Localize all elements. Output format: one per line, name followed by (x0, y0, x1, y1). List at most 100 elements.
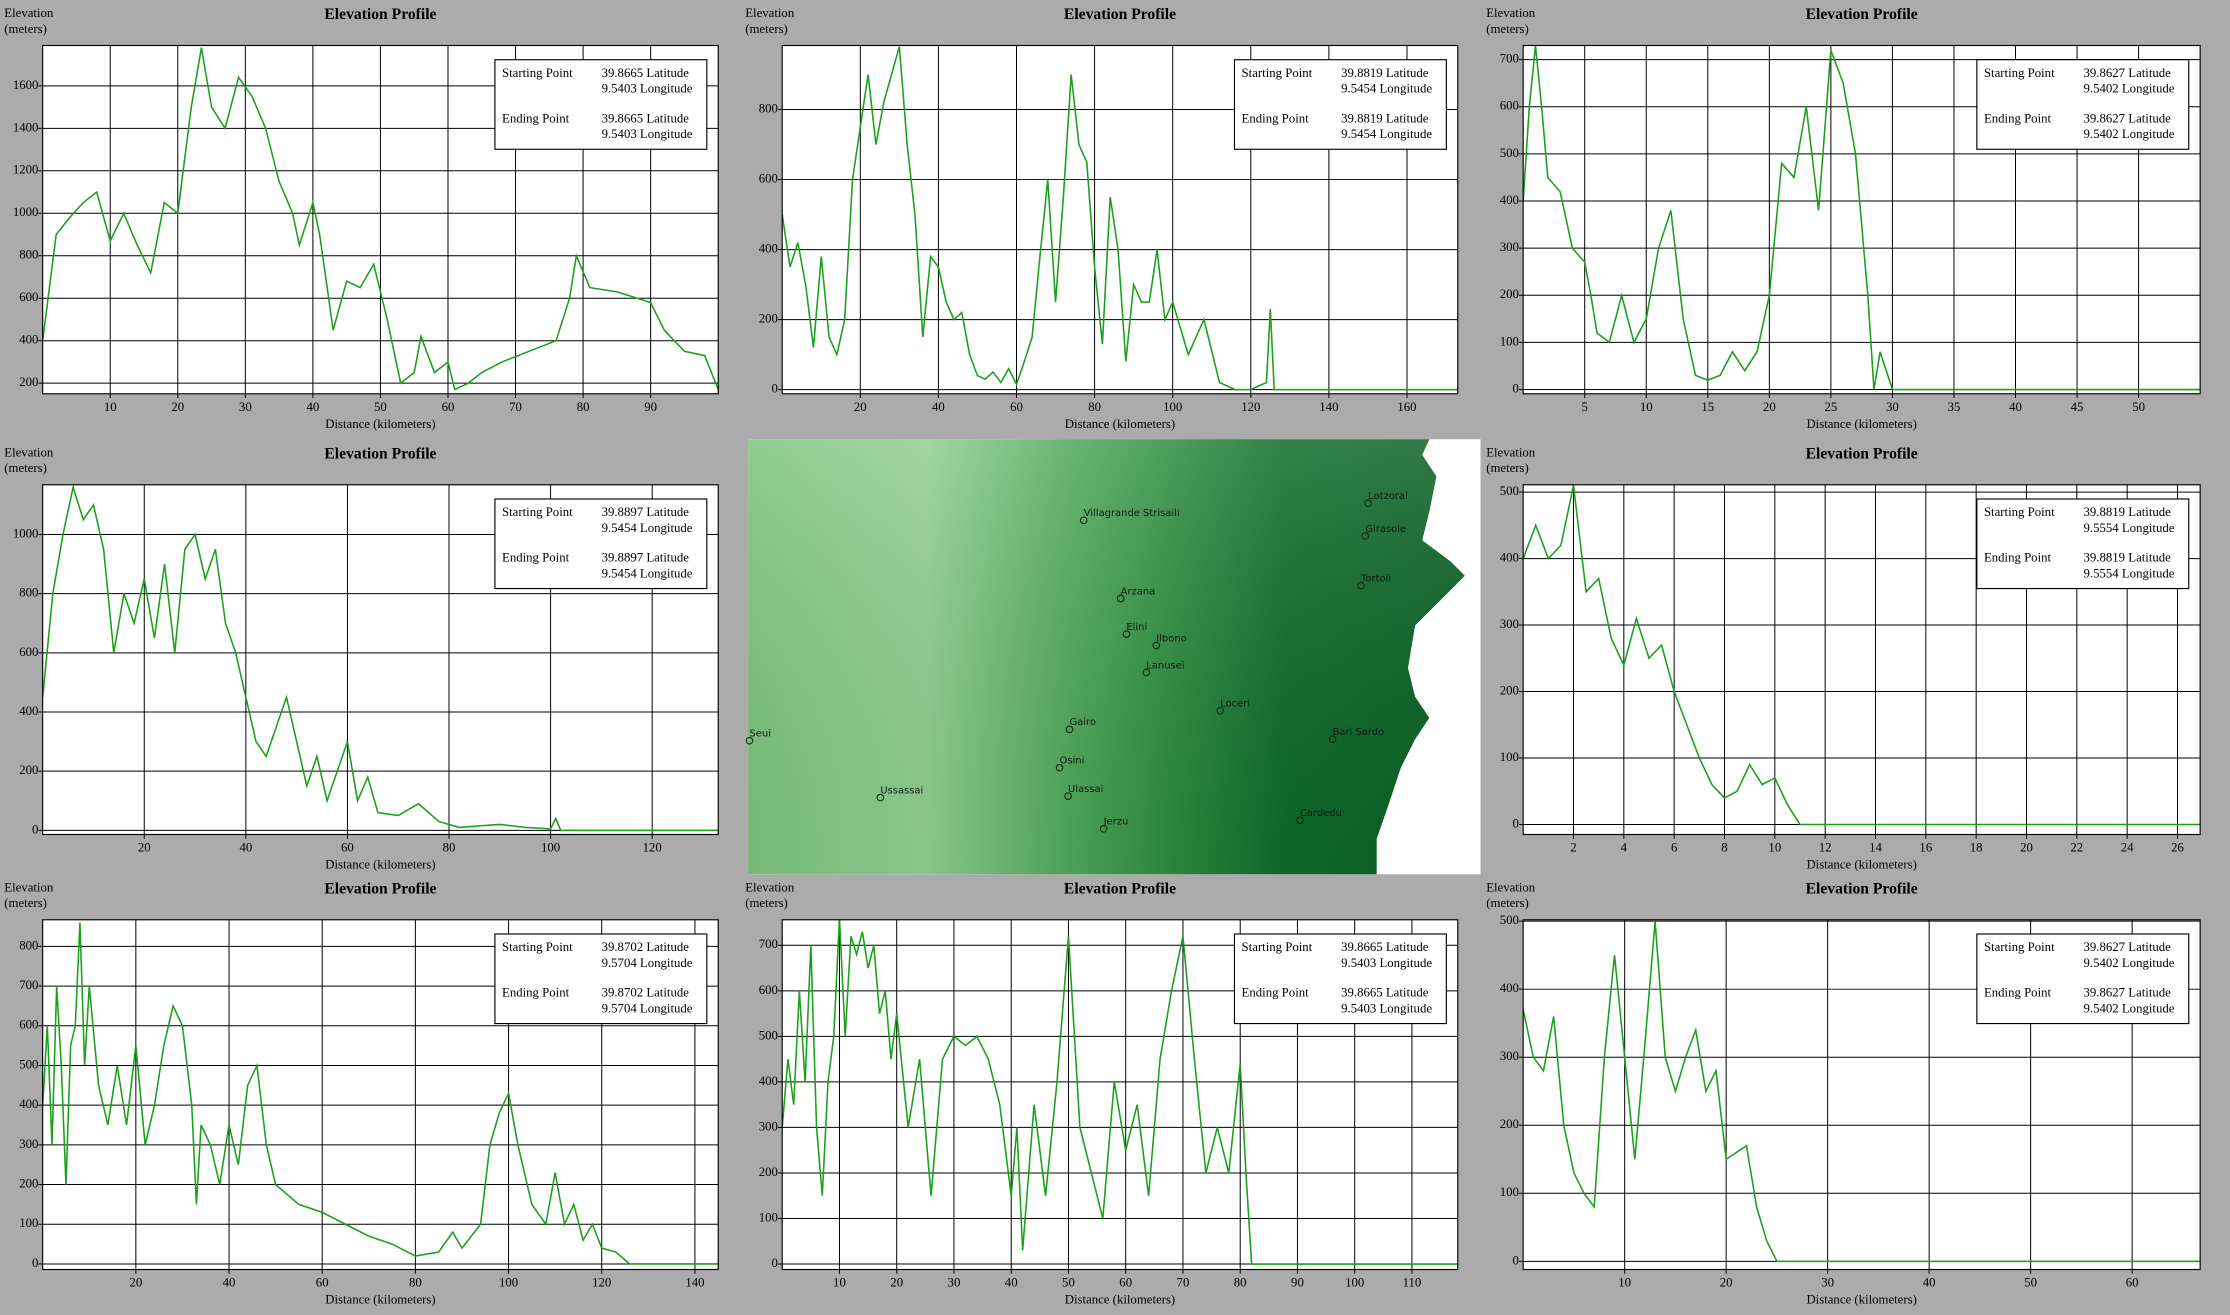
y-axis-label: Elevation (4, 880, 54, 894)
x-tick-label: 35 (1948, 400, 1961, 414)
y-tick-label: 600 (759, 983, 778, 997)
place-label: Ulassai (1068, 784, 1103, 795)
place-label: Tortoli (1360, 574, 1391, 585)
elevation-chart: Elevation Profile Elevation (meters) Distan… (1486, 6, 2201, 431)
place-marker (1296, 816, 1304, 825)
x-axis-label: Distance (kilometers) (1806, 1293, 1916, 1307)
elevation-chart: Elevation Profile Elevation (meters) Distan… (4, 6, 719, 431)
x-tick-label: 12 (1819, 841, 1832, 855)
info-value: 9.5403 Longitude (602, 127, 693, 141)
info-value: 9.5454 Longitude (602, 566, 693, 580)
y-tick-label: 200 (19, 1176, 38, 1190)
info-value: 9.5454 Longitude (602, 521, 693, 535)
place-label: Lotzorai (1368, 491, 1408, 502)
info-label: Starting Point (1984, 66, 2055, 80)
plot-border (1522, 919, 2201, 1271)
y-tick-label: 600 (1500, 99, 1519, 113)
x-tick-label: 15 (1701, 400, 1714, 414)
y-axis-label: (meters) (4, 461, 47, 475)
info-box (1233, 59, 1447, 150)
info-value: 9.5402 Longitude (2084, 127, 2175, 141)
x-tick-label: 70 (1177, 1276, 1190, 1290)
x-tick-label: 100 (1345, 1276, 1364, 1290)
info-value: 9.5403 Longitude (602, 82, 693, 96)
x-tick-label: 5 (1582, 400, 1588, 414)
place-marker (1099, 824, 1108, 833)
elevation-chart: Elevation Profile Elevation (meters) Distan… (1486, 445, 2201, 872)
plot-border (1522, 44, 2201, 395)
y-tick-label: 200 (19, 375, 38, 389)
info-box (494, 59, 708, 150)
y-tick-label: 100 (1500, 750, 1519, 764)
x-tick-label: 120 (592, 1276, 611, 1290)
x-tick-label: 80 (443, 841, 456, 855)
info-value: 39.8819 Latitude (1341, 111, 1429, 125)
chart-title: Elevation Profile (1806, 446, 1918, 463)
info-box (1233, 933, 1447, 1025)
y-axis-label: (meters) (1486, 461, 1529, 475)
y-tick-label: 600 (19, 645, 38, 659)
y-tick-label: 200 (1500, 1117, 1519, 1131)
place-marker (1065, 725, 1074, 734)
elevation-chart: Elevation Profile Elevation (meters) Distan… (745, 6, 1459, 431)
x-tick-label: 40 (306, 400, 319, 414)
x-tick-label: 22 (2070, 841, 2083, 855)
y-tick-label: 200 (19, 763, 38, 777)
x-tick-label: 26 (2171, 841, 2184, 855)
info-value: 9.5454 Longitude (1341, 82, 1432, 96)
x-tick-label: 40 (932, 400, 945, 414)
elevation-chart: Elevation Profile Elevation (meters) Distan… (745, 880, 1459, 1307)
info-label: Ending Point (1242, 986, 1310, 1000)
info-box (1976, 933, 2190, 1025)
place-marker (1079, 516, 1088, 525)
elevation-line (42, 47, 719, 391)
x-tick-label: 30 (239, 400, 252, 414)
x-tick-label: 10 (833, 1276, 846, 1290)
info-value: 9.5554 Longitude (2084, 521, 2175, 535)
info-value: 39.8665 Latitude (602, 111, 690, 125)
x-tick-label: 16 (1919, 841, 1932, 855)
place-label: Cardedu (1300, 808, 1342, 819)
y-tick-label: 800 (759, 101, 778, 115)
x-tick-label: 60 (316, 1276, 329, 1290)
x-tick-label: 10 (1618, 1276, 1631, 1290)
x-tick-label: 60 (341, 841, 354, 855)
y-tick-label: 600 (759, 171, 778, 185)
map (748, 439, 1481, 875)
chart-title: Elevation Profile (1064, 6, 1176, 23)
place-label: Girasole (1365, 524, 1406, 535)
y-tick-label: 100 (1500, 334, 1519, 348)
y-tick-label: 400 (1500, 193, 1519, 207)
info-value: 39.8702 Latitude (602, 940, 690, 954)
info-label: Ending Point (502, 986, 570, 1000)
x-tick-label: 80 (409, 1276, 422, 1290)
place-marker (1364, 499, 1372, 508)
x-tick-label: 140 (685, 1276, 704, 1290)
y-tick-label: 1400 (13, 120, 39, 134)
info-value: 9.5403 Longitude (1341, 1001, 1432, 1015)
x-tick-label: 60 (2126, 1276, 2139, 1290)
y-tick-label: 300 (759, 1119, 778, 1133)
x-tick-label: 20 (2020, 841, 2033, 855)
x-axis-label: Distance (kilometers) (1065, 1293, 1175, 1307)
x-tick-label: 14 (1869, 841, 1882, 855)
x-tick-label: 20 (138, 841, 151, 855)
y-tick-label: 300 (19, 1137, 38, 1151)
plot-border (1522, 484, 2201, 836)
y-tick-label: 500 (19, 1057, 38, 1071)
x-tick-label: 40 (1923, 1276, 1936, 1290)
y-tick-label: 700 (19, 978, 38, 992)
info-value: 9.5402 Longitude (2084, 1001, 2175, 1015)
x-tick-label: 40 (1005, 1276, 1018, 1290)
info-value: 9.5402 Longitude (2084, 956, 2175, 970)
x-axis-label: Distance (kilometers) (1806, 858, 1916, 872)
info-label: Ending Point (1242, 111, 1310, 125)
x-tick-label: 20 (1720, 1276, 1733, 1290)
place-marker (1116, 594, 1125, 603)
x-tick-label: 10 (104, 400, 117, 414)
x-tick-label: 30 (1886, 400, 1899, 414)
y-tick-label: 300 (1500, 1049, 1519, 1063)
y-tick-label: 800 (19, 938, 38, 952)
